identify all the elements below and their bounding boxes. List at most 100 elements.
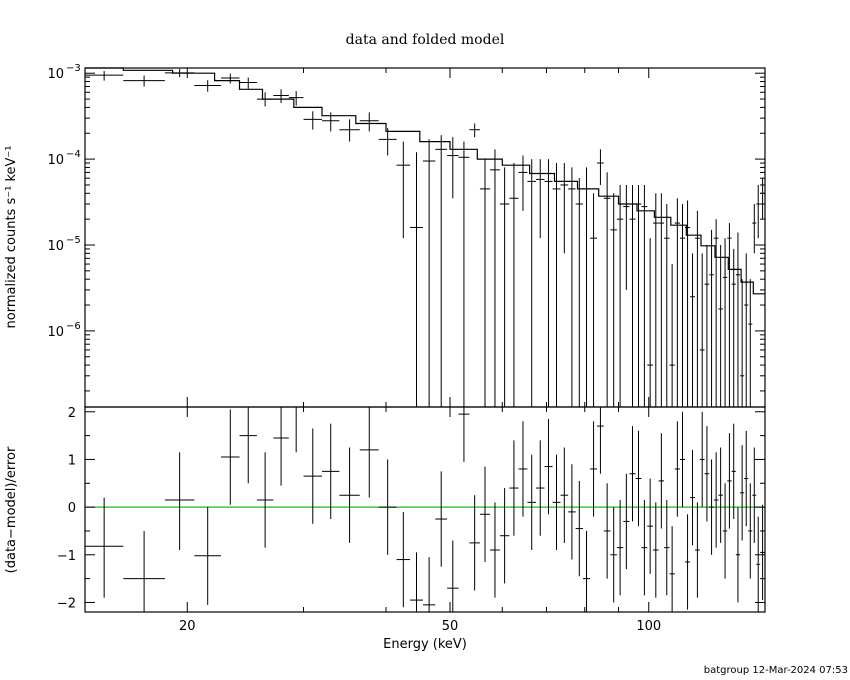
residual-point (735, 507, 741, 603)
timestamp-stamp: batgroup 12-Mar-2024 07:53 (704, 665, 848, 676)
residual-point (629, 426, 636, 522)
residual-point (194, 507, 222, 605)
data-point (378, 128, 397, 156)
residual-point (590, 421, 598, 517)
residual-point (658, 433, 665, 529)
top-y-tick-label: 10 (47, 153, 64, 168)
residual-point (690, 449, 695, 546)
residual-point (635, 430, 642, 527)
bottom-y-tick-label: 2 (68, 406, 76, 421)
data-point (679, 204, 686, 407)
residual-point (164, 452, 195, 551)
top-y-tick-label: 10 (47, 239, 64, 254)
folded-model-line (85, 67, 765, 295)
residual-point (239, 407, 257, 484)
residual-point (727, 433, 732, 529)
data-point (722, 238, 728, 407)
data-point (303, 111, 323, 130)
data-point (740, 279, 745, 407)
residual-point (479, 466, 491, 562)
data-point (647, 238, 654, 407)
residual-point (740, 445, 745, 541)
data-point (568, 167, 576, 407)
residual-point (435, 471, 448, 567)
residual-point (221, 409, 240, 505)
top-y-tick-labels: 10−310−410−510−6 (47, 63, 80, 340)
bottom-y-tick-label: −1 (57, 549, 76, 564)
bottom-y-tick-labels: 2 1 0 −1 −2 (57, 406, 76, 612)
residual-point (458, 407, 470, 462)
residual-point (568, 464, 576, 560)
data-point (756, 184, 761, 239)
residual-point (582, 530, 591, 612)
residual-point (499, 488, 510, 584)
bottom-y-axis-label: (data−model)/error (4, 446, 19, 573)
data-point (396, 141, 411, 239)
residual-point (339, 447, 360, 543)
residual-point (744, 430, 749, 527)
residual-point (756, 516, 761, 612)
data-point (748, 279, 753, 407)
data-point (509, 163, 519, 407)
residual-point (616, 499, 624, 596)
data-point (629, 184, 636, 407)
residual-point (623, 473, 630, 570)
top-y-axis-label: normalized counts s⁻¹ keV⁻¹ (4, 146, 19, 329)
data-point (709, 229, 714, 407)
data-point (641, 184, 648, 407)
data-point (610, 193, 617, 407)
data-point (422, 139, 436, 407)
top-panel-frame (84, 67, 766, 408)
residual-point (509, 440, 519, 536)
data-point (527, 159, 537, 407)
data-point (479, 159, 491, 407)
data-point (458, 141, 470, 407)
residual-point (610, 507, 617, 603)
data-point (518, 155, 528, 211)
top-axis-ticks (85, 68, 765, 407)
residual-point (722, 483, 728, 579)
residual-point (490, 502, 500, 598)
residual-point (760, 504, 765, 601)
data-point (536, 159, 545, 239)
residual-point (378, 459, 397, 555)
residual-point (359, 407, 379, 498)
data-point (623, 184, 630, 290)
residual-point (303, 428, 323, 524)
top-y-tick-label: 10 (47, 325, 64, 340)
residual-point (669, 526, 675, 612)
residual-point (647, 478, 654, 574)
data-point (653, 193, 659, 407)
bottom-axis-ticks (85, 407, 765, 612)
data-point (221, 73, 240, 84)
residual-point (410, 552, 423, 612)
bottom-y-tick-label: 1 (68, 453, 76, 468)
data-point (194, 80, 222, 92)
x-tick-label: 100 (636, 619, 661, 634)
data-point (490, 149, 500, 407)
bottom-y-tick-label: 0 (68, 501, 76, 516)
data-point (674, 198, 680, 407)
data-point (704, 245, 710, 407)
residual-point (527, 454, 537, 551)
residual-point (718, 447, 723, 543)
residual-point (748, 483, 753, 579)
data-point (727, 223, 732, 407)
top-data-points (85, 68, 765, 407)
top-y-tick-exponent: −4 (66, 149, 81, 160)
data-point (658, 193, 665, 407)
residual-point (552, 454, 561, 551)
residual-point (273, 407, 289, 486)
data-point (597, 149, 604, 185)
data-point (694, 210, 700, 407)
x-axis-label: Energy (keV) (383, 637, 467, 652)
residual-point (674, 421, 680, 517)
data-point (123, 75, 165, 87)
data-point (410, 152, 423, 407)
residual-point (709, 459, 714, 555)
residual-point (422, 557, 436, 612)
residual-point (664, 499, 670, 596)
residual-point (694, 502, 700, 598)
residual-point (597, 407, 604, 474)
